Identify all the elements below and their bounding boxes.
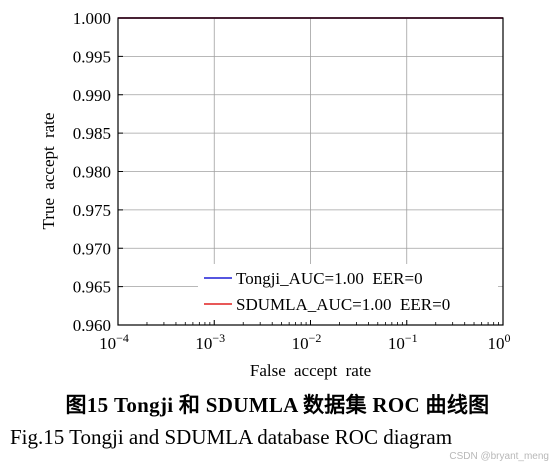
x-tick-label: 10−4 xyxy=(99,331,129,353)
y-axis-ticks: 0.960 0.965 0.970 0.975 0.980 0.985 0.990 0.995… xyxy=(73,9,123,335)
y-axis-label: True accept rate xyxy=(39,113,58,230)
y-tick-label: 0.960 xyxy=(73,316,111,335)
y-tick-label: 0.985 xyxy=(73,124,111,143)
x-tick-label: 10−3 xyxy=(195,331,225,353)
y-tick-label: 0.975 xyxy=(73,201,111,220)
x-axis-ticks: 10−4 10−3 10−2 10−1 100 xyxy=(99,320,511,353)
plot-frame xyxy=(117,17,504,326)
x-tick-label: 100 xyxy=(488,331,511,353)
x-tick-label: 10−1 xyxy=(388,331,418,353)
y-tick-label: 0.965 xyxy=(73,278,111,297)
y-tick-label: 1.000 xyxy=(73,9,111,28)
y-tick-label: 0.995 xyxy=(73,47,111,66)
roc-chart: 0.960 0.965 0.970 0.975 0.980 0.985 0.990 0.995… xyxy=(39,9,511,380)
legend: Tongji_AUC=1.00 EER=0 SDUMLA_AUC=1.00 EER… xyxy=(198,264,498,320)
figure-caption-english: Fig.15 Tongji and SDUMLA database ROC di… xyxy=(10,425,453,449)
legend-label: Tongji_AUC=1.00 EER=0 xyxy=(236,269,423,288)
x-tick-label: 10−2 xyxy=(292,331,322,353)
figure-caption-chinese: 图15 Tongji 和 SDUMLA 数据集 ROC 曲线图 xyxy=(65,393,490,417)
y-tick-label: 0.970 xyxy=(73,239,111,258)
x-axis-label: False accept rate xyxy=(250,361,371,380)
y-tick-label: 0.990 xyxy=(73,86,111,105)
legend-box xyxy=(198,264,498,320)
y-tick-label: 0.980 xyxy=(73,163,111,182)
legend-label: SDUMLA_AUC=1.00 EER=0 xyxy=(236,295,450,314)
watermark: CSDN @bryant_meng xyxy=(449,451,549,462)
